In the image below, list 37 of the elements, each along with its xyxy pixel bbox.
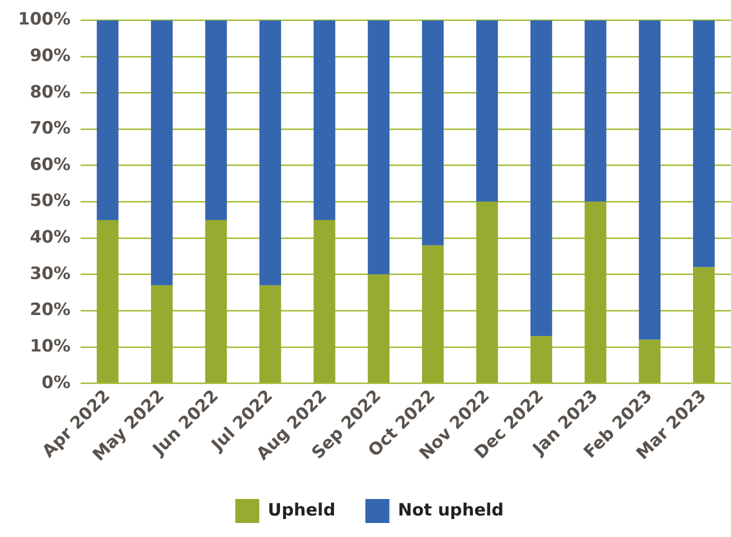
bar	[638, 340, 661, 383]
y-tick-label: 80%	[30, 82, 71, 102]
legend-label: Upheld	[268, 500, 336, 520]
bar	[96, 20, 118, 220]
bar	[584, 20, 606, 202]
bar	[638, 20, 661, 340]
bar	[530, 336, 552, 383]
bar	[150, 285, 173, 383]
y-tick-label: 40%	[30, 228, 71, 248]
bar	[150, 20, 173, 286]
bar	[368, 274, 390, 383]
bar	[314, 20, 336, 220]
bar	[259, 20, 282, 286]
bar	[693, 267, 715, 383]
bar	[259, 285, 282, 383]
bar	[368, 20, 390, 274]
bar	[422, 20, 444, 246]
y-tick-label: 70%	[30, 118, 71, 139]
bar	[205, 20, 227, 220]
bar	[205, 220, 227, 383]
bar	[314, 220, 336, 383]
bar	[693, 20, 715, 268]
bar	[476, 20, 498, 202]
bar	[584, 202, 606, 383]
y-tick-label: 90%	[30, 46, 71, 66]
y-tick-label: 10%	[30, 336, 71, 356]
y-tick-label: 60%	[30, 154, 71, 175]
legend-label: Not upheld	[398, 500, 504, 520]
y-tick-label: 30%	[30, 264, 71, 284]
y-tick-label: 20%	[30, 300, 71, 320]
bar	[476, 202, 498, 383]
bar	[422, 245, 444, 383]
bar	[96, 220, 118, 383]
bar	[530, 20, 552, 336]
y-tick-label: 0%	[42, 372, 71, 393]
y-tick-label: 100%	[18, 10, 71, 30]
y-tick-label: 50%	[30, 191, 71, 212]
